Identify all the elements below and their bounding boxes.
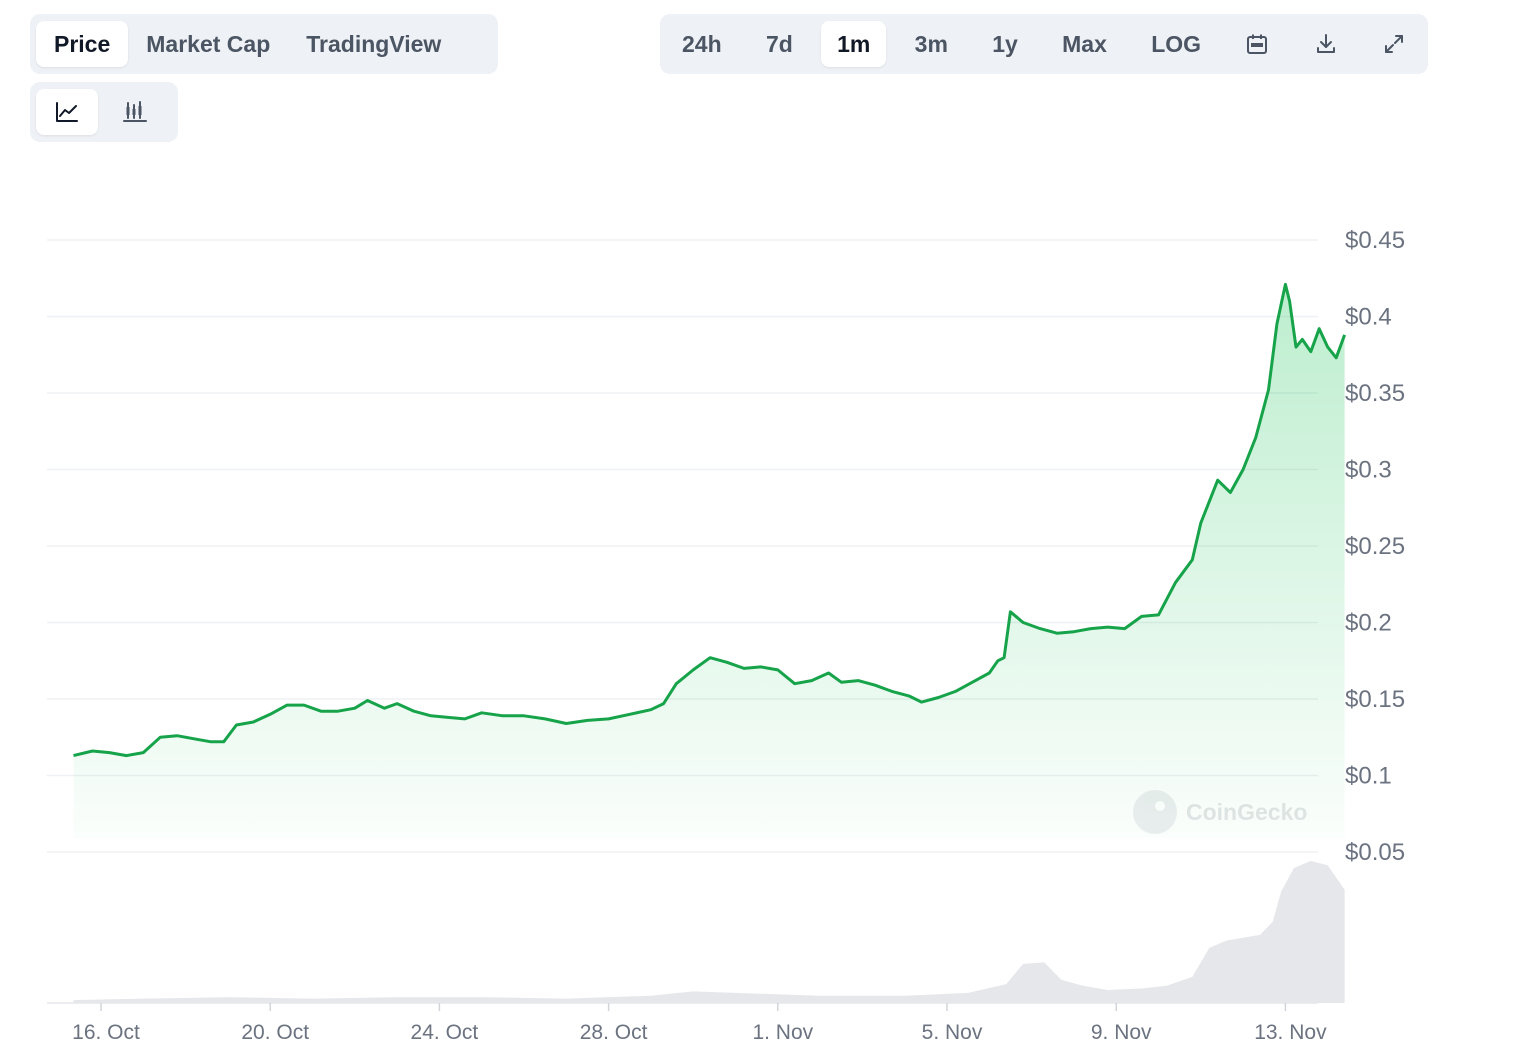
tab-market-cap[interactable]: Market Cap <box>146 30 271 57</box>
range-1m-button[interactable]: 1m <box>821 21 887 67</box>
x-tick-label: 24. Oct <box>411 1021 479 1044</box>
x-tick-label: 20. Oct <box>241 1021 309 1044</box>
fullscreen-button[interactable] <box>1366 21 1422 67</box>
range-3m-button[interactable]: 3m <box>914 30 948 57</box>
download-button[interactable] <box>1298 21 1354 67</box>
x-tick-label: 28. Oct <box>580 1021 648 1044</box>
candlestick-chart-icon <box>123 101 147 122</box>
y-tick-label: $0.3 <box>1345 457 1392 484</box>
price-line-path <box>73 282 1347 758</box>
range-7d-button[interactable]: 7d <box>765 30 793 57</box>
price-line <box>73 282 1347 758</box>
volume-area <box>73 860 1345 1003</box>
grid-lines <box>47 239 1318 853</box>
calendar-button[interactable] <box>1229 21 1285 67</box>
line-chart-button[interactable] <box>36 89 98 135</box>
y-tick-label: $0.1 <box>1345 763 1392 790</box>
chart-mode-tabs: Price Market Cap TradingView <box>30 14 498 74</box>
y-tick-label: $0.15 <box>1345 686 1405 713</box>
calendar-icon <box>1247 34 1268 54</box>
x-tick-label: 9. Nov <box>1091 1021 1152 1044</box>
x-tick-label: 1. Nov <box>752 1021 813 1044</box>
coingecko-watermark: CoinGecko <box>1133 790 1307 834</box>
line-chart-icon <box>56 102 78 122</box>
y-tick-label: $0.35 <box>1345 380 1405 407</box>
download-icon <box>1316 34 1335 53</box>
y-tick-label: $0.2 <box>1345 610 1392 637</box>
y-tick-label: $0.25 <box>1345 533 1405 560</box>
y-axis: $0.45 $0.4 $0.35 $0.3 $0.25 $0.2 $0.15 $0.1 $0.0… <box>1345 227 1405 866</box>
log-scale-button[interactable]: LOG <box>1151 30 1202 57</box>
tab-price[interactable]: Price <box>36 21 129 67</box>
range-1y-button[interactable]: 1y <box>992 30 1018 57</box>
y-tick-label: $0.45 <box>1345 227 1405 254</box>
x-tick-label: 16. Oct <box>72 1021 140 1044</box>
x-tick-label: 13. Nov <box>1254 1021 1327 1044</box>
candlestick-chart-button[interactable] <box>104 89 166 135</box>
range-24h-button[interactable]: 24h <box>682 30 722 57</box>
chart-type-selector <box>30 82 178 142</box>
watermark-text: CoinGecko <box>1186 799 1307 825</box>
x-axis: 16. Oct 20. Oct 24. Oct 28. Oct 1. Nov 5. Nov… <box>72 1003 1327 1044</box>
volume-bars <box>47 860 1345 1004</box>
y-tick-label: $0.05 <box>1345 839 1405 866</box>
range-max-button[interactable]: Max <box>1062 30 1107 57</box>
time-range-selector: 24h 7d 1m 3m 1y Max LOG <box>660 14 1428 74</box>
y-tick-label: $0.4 <box>1345 304 1392 331</box>
tab-tradingview[interactable]: TradingView <box>306 30 442 57</box>
fullscreen-icon <box>1384 35 1403 53</box>
price-area <box>73 284 1345 838</box>
x-tick-label: 5. Nov <box>922 1021 983 1044</box>
